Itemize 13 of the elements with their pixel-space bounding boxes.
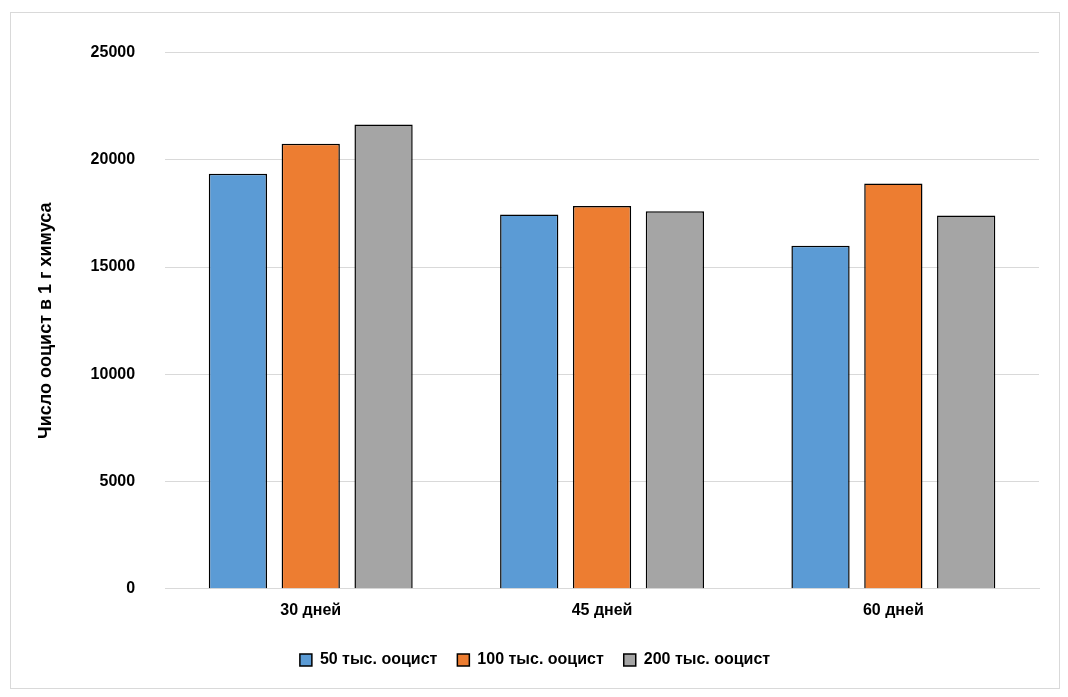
legend-label: 200 тыс. ооцист (643, 650, 771, 668)
y-axis-title: Число ооцист в 1 г химуса (34, 201, 55, 439)
x-tick-label: 60 дней (862, 600, 924, 618)
y-tick-label: 15000 (90, 257, 136, 275)
x-tick-label: 30 дней (280, 600, 342, 618)
y-tick-label: 25000 (90, 43, 136, 61)
y-tick-label: 20000 (90, 150, 136, 168)
x-tick-label: 45 дней (571, 600, 633, 618)
legend-label: 50 тыс. ооцист (319, 650, 438, 668)
y-tick-label: 10000 (90, 364, 136, 382)
legend-label: 100 тыс. ооцист (477, 650, 604, 668)
y-tick-label: 0 (126, 579, 136, 597)
y-tick-label: 5000 (99, 471, 136, 489)
